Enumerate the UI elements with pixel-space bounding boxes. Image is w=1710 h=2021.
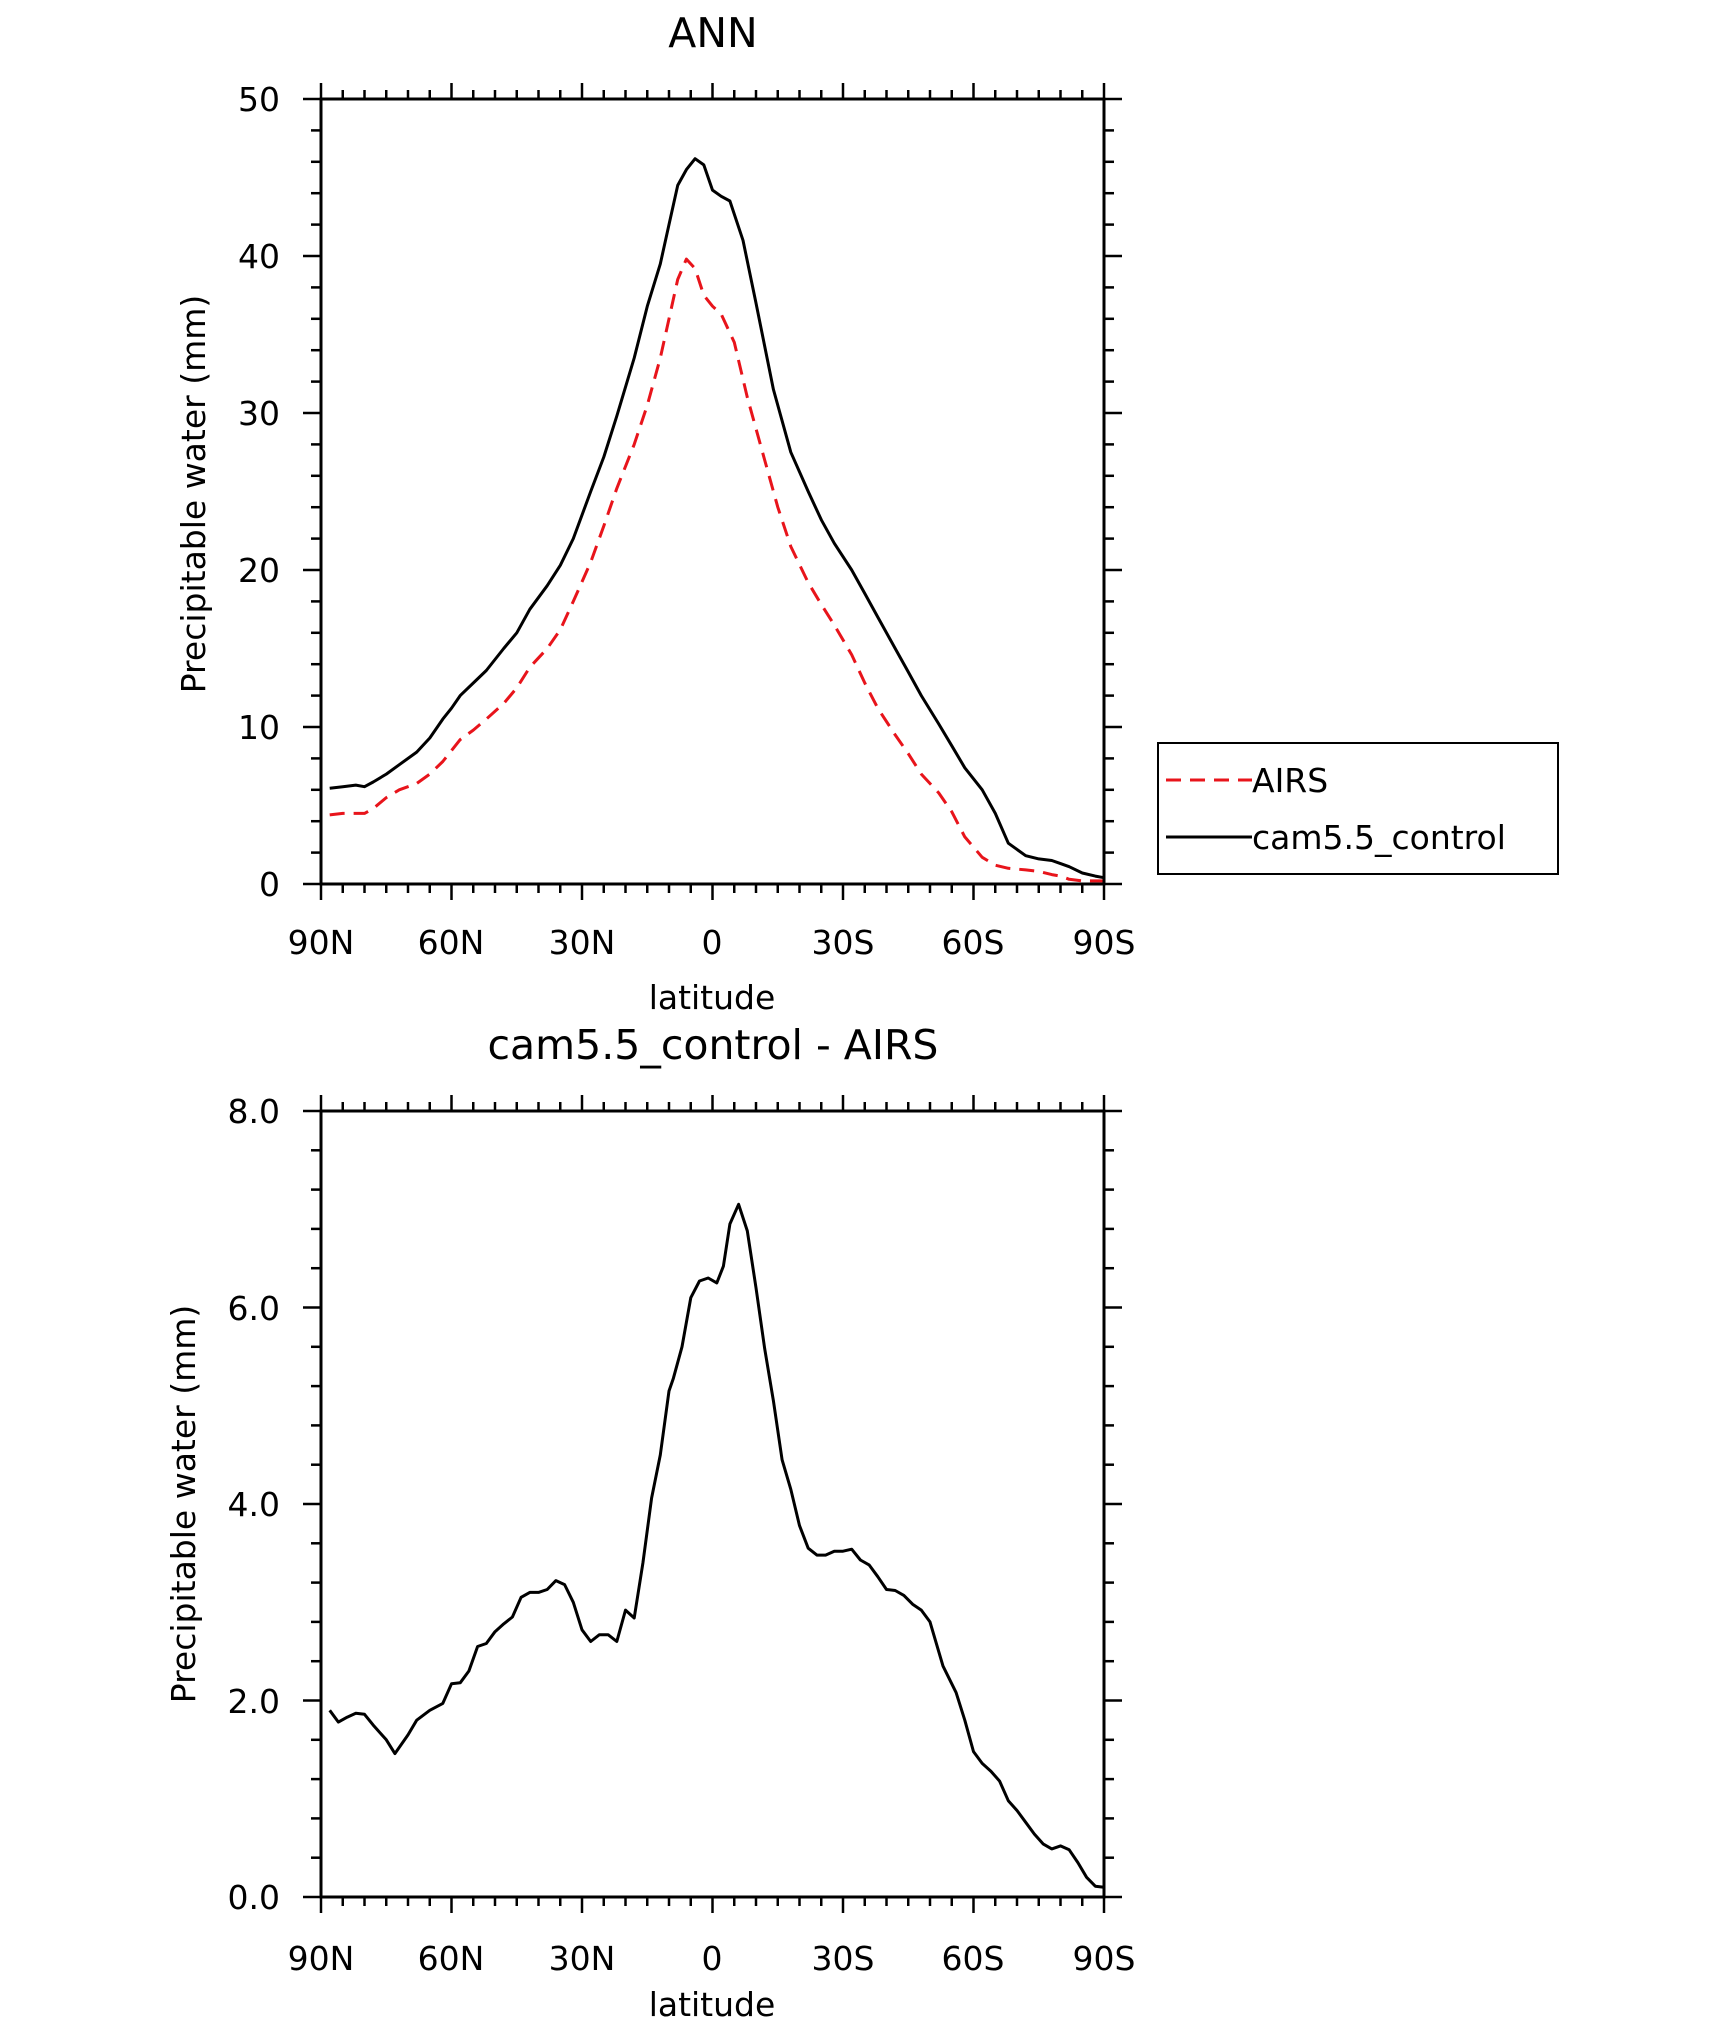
plot-frame (319, 97, 1106, 886)
x-tick-label: 0 (702, 1939, 723, 1978)
series-line-cam5-5-control-airs (328, 1202, 1105, 1889)
x-tick-label: 30N (549, 923, 616, 962)
y-tick-label: 50 (238, 80, 280, 119)
legend-label-cam: cam5.5_control (1252, 818, 1506, 857)
x-tick-label: 60S (942, 1939, 1005, 1978)
x-tick-label: 90S (1073, 1939, 1136, 1978)
panel-annual-mean: ANN 90N 60N 30N 0 30S 60S 90S 0 10 20 30… (174, 9, 1559, 1017)
panel-title: cam5.5_control - AIRS (488, 1021, 939, 1069)
panel-title: ANN (668, 9, 757, 57)
y-tick-label: 40 (238, 237, 280, 276)
x-axis-label: latitude (649, 978, 776, 1017)
legend: AIRS cam5.5_control (1157, 742, 1559, 875)
x-tick-label: 90N (288, 1939, 355, 1978)
x-tick-label: 90N (288, 923, 355, 962)
data-series (328, 1202, 1105, 1889)
x-tick-labels: 90N 60N 30N 0 30S 60S 90S (288, 1939, 1136, 1978)
x-tick-label: 90S (1073, 923, 1136, 962)
x-tick-label: 30N (549, 1939, 616, 1978)
y-tick-label: 6.0 (228, 1289, 280, 1328)
y-tick-label: 20 (238, 551, 280, 590)
y-tick-labels: 0.0 2.0 4.0 6.0 8.0 (228, 1092, 280, 1917)
tick-marks (303, 83, 1122, 900)
data-series (329, 157, 1105, 883)
x-tick-label: 60N (418, 923, 485, 962)
y-axis-label: Precipitable water (mm) (164, 1305, 203, 1704)
y-axis-label: Precipitable water (mm) (174, 295, 213, 694)
x-tick-labels: 90N 60N 30N 0 30S 60S 90S (288, 923, 1136, 962)
legend-box (1157, 742, 1559, 875)
x-tick-label: 0 (702, 923, 723, 962)
y-tick-labels: 0 10 20 30 40 50 (238, 80, 280, 904)
y-tick-label: 0.0 (228, 1878, 280, 1917)
y-tick-label: 10 (238, 708, 280, 747)
x-tick-label: 30S (812, 923, 875, 962)
y-tick-label: 30 (238, 394, 280, 433)
y-tick-label: 8.0 (228, 1092, 280, 1131)
y-tick-label: 2.0 (228, 1682, 280, 1721)
plot-frame (319, 1109, 1106, 1899)
y-tick-label: 4.0 (228, 1485, 280, 1524)
series-line-airs (329, 257, 1104, 883)
series-line-cam5-5-control (329, 157, 1105, 880)
panel-difference: cam5.5_control - AIRS 90N 60N 30N 0 30S … (164, 1021, 1135, 2021)
x-tick-label: 60N (418, 1939, 485, 1978)
x-tick-label: 30S (812, 1939, 875, 1978)
legend-label-airs: AIRS (1252, 761, 1328, 800)
x-tick-label: 60S (942, 923, 1005, 962)
x-axis-label: latitude (649, 1985, 776, 2021)
y-tick-label: 0 (259, 865, 280, 904)
